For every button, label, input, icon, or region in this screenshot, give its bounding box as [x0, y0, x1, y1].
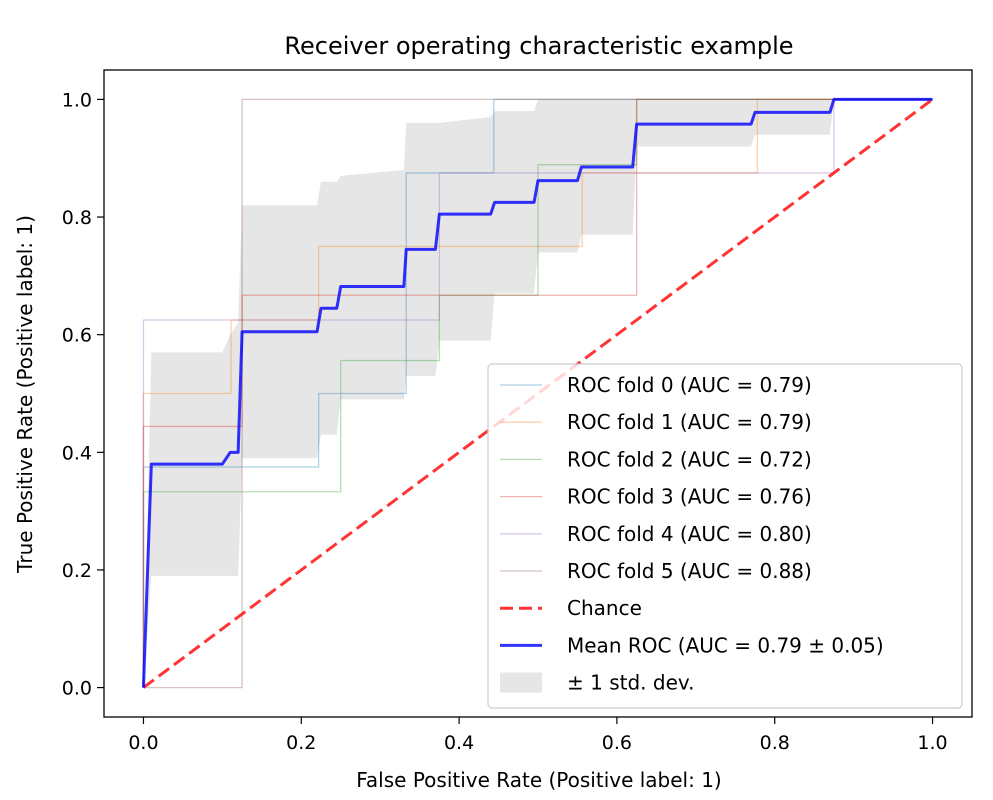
roc-fold-2-line: [142, 98, 933, 688]
legend-box: [487, 363, 963, 709]
y-tick-label: 0.2: [62, 560, 92, 582]
legend: ROC fold 0 (AUC = 0.79) ROC fold 1 (AUC =…: [487, 363, 963, 709]
y-axis-label: True Positive Rate (Positive label: 1): [13, 215, 37, 574]
y-tick-label: 0.6: [62, 325, 92, 347]
y-tick-label: 0.0: [62, 678, 92, 700]
legend-label-6: Chance: [567, 596, 642, 620]
std-band-area: [143, 99, 933, 688]
chart-title: Receiver operating characteristic exampl…: [284, 32, 793, 60]
axis-ticks: 0.0 0.2 0.4 0.6 0.8 1.0 0.0 0.2 0.4 0.6 0.8 1.0: [62, 89, 948, 754]
legend-label-1: ROC fold 1 (AUC = 0.79): [567, 410, 812, 434]
y-tick-label: 0.8: [62, 207, 92, 229]
roc-fold-3-line: [142, 98, 933, 688]
legend-label-7: Mean ROC (AUC = 0.79 ± 0.05): [567, 633, 884, 657]
legend-handle-8: [500, 672, 542, 693]
y-tick-label: 1.0: [62, 89, 92, 111]
legend-label-8: ± 1 std. dev.: [567, 671, 695, 695]
chance-line: [142, 98, 934, 689]
x-tick-label: 0.8: [760, 732, 790, 754]
legend-label-5: ROC fold 5 (AUC = 0.88): [567, 559, 812, 583]
x-tick-label: 0.4: [444, 732, 474, 754]
roc-fold-5-line: [143, 98, 933, 689]
roc-fold-0-line: [142, 98, 933, 688]
y-tick-label: 0.4: [62, 442, 92, 464]
axes-frame: [103, 69, 973, 718]
legend-label-0: ROC fold 0 (AUC = 0.79): [567, 373, 812, 397]
x-tick-label: 0.2: [286, 732, 316, 754]
mean-roc-line: [141, 97, 933, 688]
x-tick-label: 0.0: [128, 732, 158, 754]
roc-fold-1-line: [142, 98, 933, 688]
plot-area: [141, 97, 934, 689]
legend-label-4: ROC fold 4 (AUC = 0.80): [567, 522, 812, 546]
x-axis-label: False Positive Rate (Positive label: 1): [356, 768, 722, 792]
legend-label-3: ROC fold 3 (AUC = 0.76): [567, 485, 812, 509]
x-tick-label: 1.0: [917, 732, 947, 754]
legend-label-2: ROC fold 2 (AUC = 0.72): [567, 447, 812, 471]
x-tick-label: 0.6: [602, 732, 632, 754]
